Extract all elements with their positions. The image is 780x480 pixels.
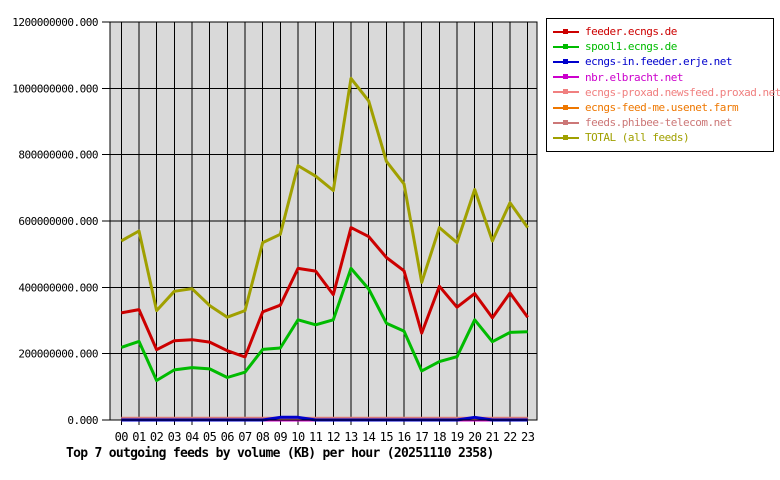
y-axis-label: 1000000000.000 bbox=[12, 82, 98, 95]
legend-label: feeder.ecngs.de bbox=[585, 25, 677, 39]
legend-line-marker-icon bbox=[553, 74, 579, 80]
series-line-spool1.ecngs.de bbox=[120, 266, 528, 382]
plot-border bbox=[109, 21, 538, 421]
x-axis-label: 13 bbox=[344, 430, 358, 444]
legend-label: ecngs-in.feeder.erje.net bbox=[585, 55, 732, 69]
legend-point-marker-icon bbox=[563, 104, 568, 110]
x-axis-label: 10 bbox=[291, 430, 305, 444]
x-axis-label: 01 bbox=[132, 430, 146, 444]
chart-title: Top 7 outgoing feeds by volume (KB) per … bbox=[66, 446, 494, 461]
x-axis-label: 18 bbox=[433, 430, 447, 444]
y-axis-label: 0.000 bbox=[67, 414, 98, 427]
x-axis-label: 02 bbox=[150, 430, 164, 444]
x-axis-label: 06 bbox=[221, 430, 235, 444]
x-axis-label: 14 bbox=[362, 430, 376, 444]
x-axis-label: 19 bbox=[450, 430, 464, 444]
x-axis-label: 00 bbox=[115, 430, 129, 444]
legend-line-marker-icon bbox=[553, 119, 579, 125]
y-axis-label: 800000000.000 bbox=[18, 149, 98, 162]
y-axis-label: 400000000.000 bbox=[18, 281, 98, 294]
x-axis-label: 21 bbox=[486, 430, 500, 444]
legend-item: nbr.elbracht.net bbox=[547, 70, 773, 85]
x-axis-label: 05 bbox=[203, 430, 217, 444]
legend-item: feeds.phibee-telecom.net bbox=[547, 115, 773, 130]
x-axis-label: 11 bbox=[309, 430, 323, 444]
x-axis-label: 07 bbox=[238, 430, 252, 444]
legend-line-marker-icon bbox=[553, 43, 579, 49]
legend-point-marker-icon bbox=[563, 119, 568, 125]
legend-point-marker-icon bbox=[563, 74, 568, 80]
x-axis-label: 20 bbox=[468, 430, 482, 444]
legend-item: TOTAL (all feeds) bbox=[547, 130, 773, 145]
x-axis-label: 22 bbox=[503, 430, 517, 444]
legend-line-marker-icon bbox=[553, 28, 579, 34]
legend-item: feeder.ecngs.de bbox=[547, 24, 773, 39]
x-axis-label: 03 bbox=[168, 430, 182, 444]
series-line-feeder.ecngs.de bbox=[121, 226, 529, 359]
legend-point-marker-icon bbox=[563, 58, 568, 64]
legend-point-marker-icon bbox=[563, 89, 568, 95]
x-axis-label: 17 bbox=[415, 430, 429, 444]
y-axis-label: 200000000.000 bbox=[18, 348, 98, 361]
x-axis-label: 04 bbox=[185, 430, 199, 444]
legend-item: ecngs-in.feeder.erje.net bbox=[547, 54, 773, 69]
legend-label: spool1.ecngs.de bbox=[585, 40, 677, 54]
legend-point-marker-icon bbox=[563, 43, 568, 49]
x-axis-label: 15 bbox=[380, 430, 394, 444]
legend-label: nbr.elbracht.net bbox=[585, 70, 683, 84]
legend-line-marker-icon bbox=[553, 89, 579, 95]
legend-label: ecngs-proxad.newsfeed.proxad.net bbox=[585, 85, 780, 99]
legend-point-marker-icon bbox=[563, 28, 568, 34]
legend-item: ecngs-proxad.newsfeed.proxad.net bbox=[547, 85, 780, 100]
legend-box: feeder.ecngs.de spool1.ecngs.de ecngs-in.f… bbox=[546, 18, 780, 152]
legend-label: ecngs-feed-me.usenet.farm bbox=[585, 101, 739, 115]
legend-line-marker-icon bbox=[553, 134, 579, 140]
legend-item: ecngs-feed-me.usenet.farm bbox=[547, 100, 773, 115]
y-axis-label: 600000000.000 bbox=[18, 215, 98, 228]
legend-item: spool1.ecngs.de bbox=[547, 39, 773, 54]
legend-line-marker-icon bbox=[553, 58, 579, 64]
legend-label: TOTAL (all feeds) bbox=[585, 131, 690, 145]
x-axis-label: 16 bbox=[397, 430, 411, 444]
x-axis-label: 12 bbox=[327, 430, 341, 444]
legend-label: feeds.phibee-telecom.net bbox=[585, 116, 732, 130]
x-axis-label: 09 bbox=[274, 430, 288, 444]
legend-point-marker-icon bbox=[563, 134, 568, 140]
x-axis-label: 23 bbox=[521, 430, 535, 444]
y-axis-label: 1200000000.000 bbox=[12, 16, 98, 29]
x-axis-label: 08 bbox=[256, 430, 270, 444]
legend-line-marker-icon bbox=[553, 104, 579, 110]
series-line-TOTAL (all feeds) bbox=[120, 76, 529, 319]
